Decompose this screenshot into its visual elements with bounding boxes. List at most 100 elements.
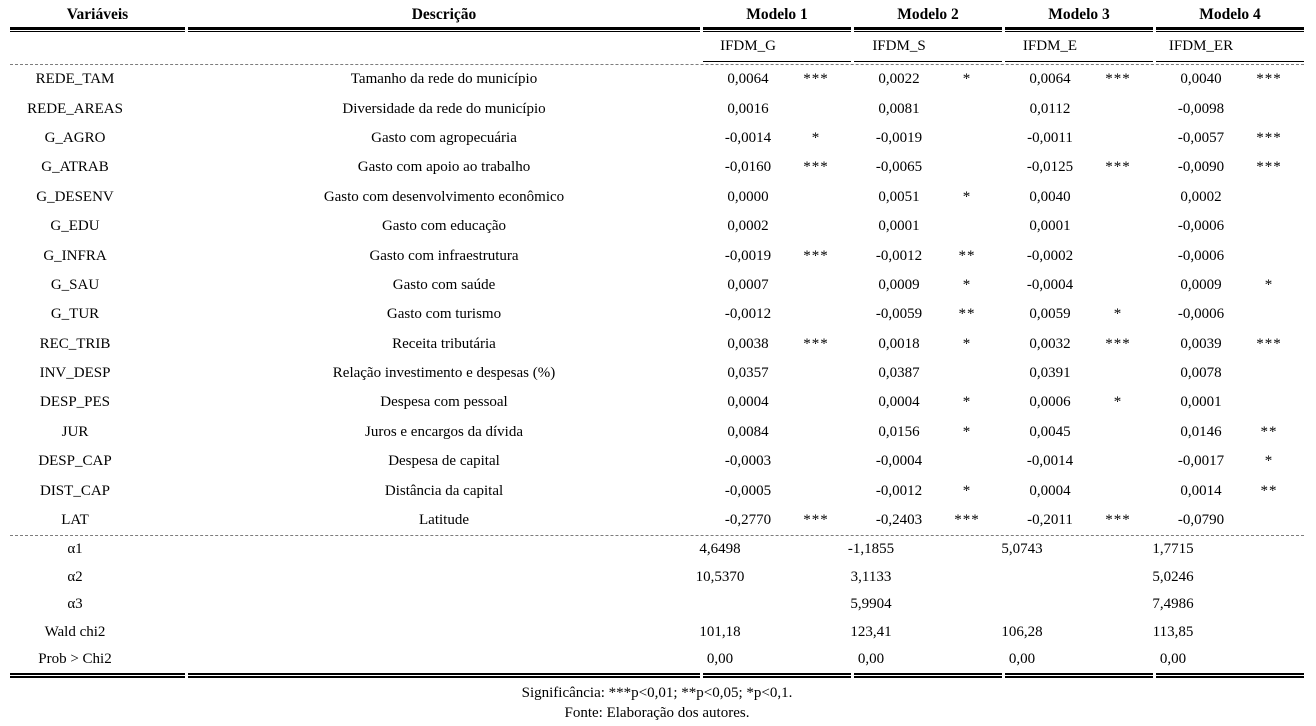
model-3-cell: 0,0006 * bbox=[1005, 388, 1153, 417]
summary-value: 1,7715 bbox=[1152, 541, 1194, 558]
coefficient-value: 0,0002 bbox=[727, 218, 769, 235]
model-2-cell: -0,2403 *** bbox=[854, 506, 1002, 535]
summary-value: 101,18 bbox=[699, 623, 741, 640]
summary-label: α3 bbox=[67, 596, 83, 613]
coefficient-value: -0,0005 bbox=[724, 482, 772, 499]
table-row: G_AGRO Gasto com agropecuária -0,0014 * -0,0… bbox=[10, 124, 1304, 153]
column-header-description: Descrição bbox=[411, 5, 477, 23]
coefficient-value: 0,0357 bbox=[727, 365, 769, 382]
dependent-variable-cell: IFDM_G bbox=[703, 32, 851, 62]
model-2-cell: -0,0012 ** bbox=[854, 241, 1002, 270]
rule-segment bbox=[1005, 673, 1153, 679]
coefficient-value: -0,0006 bbox=[1177, 247, 1225, 264]
model-1-cell: 0,0000 bbox=[703, 183, 851, 212]
summary-row: Wald chi2 101,18 123,41 106,28 113,85 bbox=[10, 618, 1304, 645]
model-3-cell: 0,0001 bbox=[1005, 212, 1153, 241]
significance-stars: *** bbox=[803, 71, 829, 88]
rule-segment bbox=[1156, 27, 1304, 32]
variable-description: Despesa de capital bbox=[388, 453, 500, 470]
variable-description: Gasto com saúde bbox=[392, 276, 496, 293]
coefficient-value: -0,0011 bbox=[1027, 129, 1073, 146]
rule-segment bbox=[10, 673, 185, 679]
coefficient-value: 0,0001 bbox=[1029, 218, 1071, 235]
summary-row: Prob > Chi2 0,00 0,00 0,00 0,00 bbox=[10, 646, 1304, 673]
model-4-cell: 5,0246 bbox=[1152, 564, 1304, 591]
significance-stars: * bbox=[962, 482, 972, 499]
significance-stars: * bbox=[1113, 394, 1123, 411]
variable-description: Distância da capital bbox=[384, 482, 504, 499]
table-row: G_INFRA Gasto com infraestrutura -0,0019 **… bbox=[10, 241, 1304, 270]
significance-stars: * bbox=[1113, 306, 1123, 323]
model-2-cell: 123,41 bbox=[850, 618, 1002, 645]
model-3-cell: -0,0011 bbox=[1005, 124, 1153, 153]
coefficient-value: 0,0016 bbox=[727, 100, 769, 117]
model-4-cell: -0,0006 bbox=[1156, 300, 1304, 329]
model-4-cell: 0,0001 bbox=[1156, 388, 1304, 417]
variable-description: Diversidade da rede do município bbox=[342, 100, 546, 117]
rule-segment bbox=[188, 27, 700, 32]
summary-value: 3,1133 bbox=[850, 568, 892, 585]
coefficient-value: -0,0003 bbox=[724, 453, 772, 470]
coefficient-value: 0,0081 bbox=[878, 100, 920, 117]
coefficient-value: -0,2011 bbox=[1027, 512, 1073, 529]
summary-label: Prob > Chi2 bbox=[38, 651, 112, 667]
model-3-cell: -0,2011 *** bbox=[1005, 506, 1153, 535]
coefficient-value: 0,0112 bbox=[1029, 100, 1071, 117]
model-3-cell: 0,0391 bbox=[1005, 359, 1153, 388]
model-4-cell: -0,0017 * bbox=[1156, 447, 1304, 476]
model-3-cell: -0,0125 *** bbox=[1005, 153, 1153, 182]
model-1-cell: 4,6498 bbox=[699, 536, 851, 563]
significance-stars: *** bbox=[803, 512, 829, 529]
coefficient-value: -0,0012 bbox=[875, 482, 923, 499]
model-3-cell: 0,0045 bbox=[1005, 418, 1153, 447]
coefficient-value: -0,0057 bbox=[1177, 129, 1225, 146]
coefficient-value: 0,0022 bbox=[878, 71, 920, 88]
variable-description: Gasto com educação bbox=[381, 218, 507, 235]
model-4-cell: 7,4986 bbox=[1152, 591, 1304, 618]
summary-value: -1,1855 bbox=[847, 541, 895, 558]
variable-name: DESP_PES bbox=[39, 394, 111, 411]
coefficient-value: 0,0078 bbox=[1180, 365, 1222, 382]
model-4-cell: 1,7715 bbox=[1152, 536, 1304, 563]
summary-label: α2 bbox=[67, 568, 83, 585]
coefficient-value: 0,0002 bbox=[1180, 188, 1222, 205]
model-2-cell: 0,0009 * bbox=[854, 271, 1002, 300]
model-1-cell: -0,0019 *** bbox=[703, 241, 851, 270]
model-4-cell: -0,0057 *** bbox=[1156, 124, 1304, 153]
model-4-cell: 0,0039 *** bbox=[1156, 330, 1304, 359]
variable-description: Receita tributária bbox=[392, 335, 496, 352]
significance-stars: ** bbox=[958, 306, 976, 323]
coefficient-value: -0,0006 bbox=[1177, 218, 1225, 235]
variable-description: Gasto com infraestrutura bbox=[369, 247, 519, 264]
model-4-cell: 0,0002 bbox=[1156, 183, 1304, 212]
significance-stars: * bbox=[962, 335, 972, 352]
significance-stars: * bbox=[1264, 276, 1274, 293]
coefficient-value: -0,2403 bbox=[875, 512, 923, 529]
variable-name: LAT bbox=[61, 512, 89, 529]
variable-name: G_INFRA bbox=[43, 247, 107, 264]
rule-segment bbox=[854, 673, 1002, 679]
summary-value: 5,0246 bbox=[1152, 568, 1194, 585]
variable-name: G_SAU bbox=[50, 276, 100, 293]
coefficient-value: 0,0032 bbox=[1029, 335, 1071, 352]
coefficient-value: -0,0019 bbox=[724, 247, 772, 264]
coefficient-value: -0,0014 bbox=[724, 129, 772, 146]
model-4-cell: 113,85 bbox=[1153, 618, 1304, 645]
model-2-cell: -0,0065 bbox=[854, 153, 1002, 182]
table-row: DESP_PES Despesa com pessoal 0,0004 0,0004 *… bbox=[10, 388, 1304, 417]
coefficient-value: -0,0012 bbox=[875, 247, 923, 264]
model-3-cell: 0,0059 * bbox=[1005, 300, 1153, 329]
coefficient-value: 0,0000 bbox=[727, 188, 769, 205]
model-4-cell: -0,0090 *** bbox=[1156, 153, 1304, 182]
model-4-cell: 0,0009 * bbox=[1156, 271, 1304, 300]
variable-name: G_DESENV bbox=[36, 188, 114, 205]
table-row: REDE_TAM Tamanho da rede do município 0,00… bbox=[10, 65, 1304, 94]
summary-value: 106,28 bbox=[1001, 623, 1043, 640]
dashed-divider bbox=[10, 535, 1304, 537]
significance-stars: *** bbox=[1105, 512, 1131, 529]
summary-value: 113,85 bbox=[1152, 623, 1194, 640]
significance-stars: ** bbox=[958, 247, 976, 264]
model-1-cell: 0,0016 bbox=[703, 94, 851, 123]
variable-name: DIST_CAP bbox=[39, 482, 110, 499]
